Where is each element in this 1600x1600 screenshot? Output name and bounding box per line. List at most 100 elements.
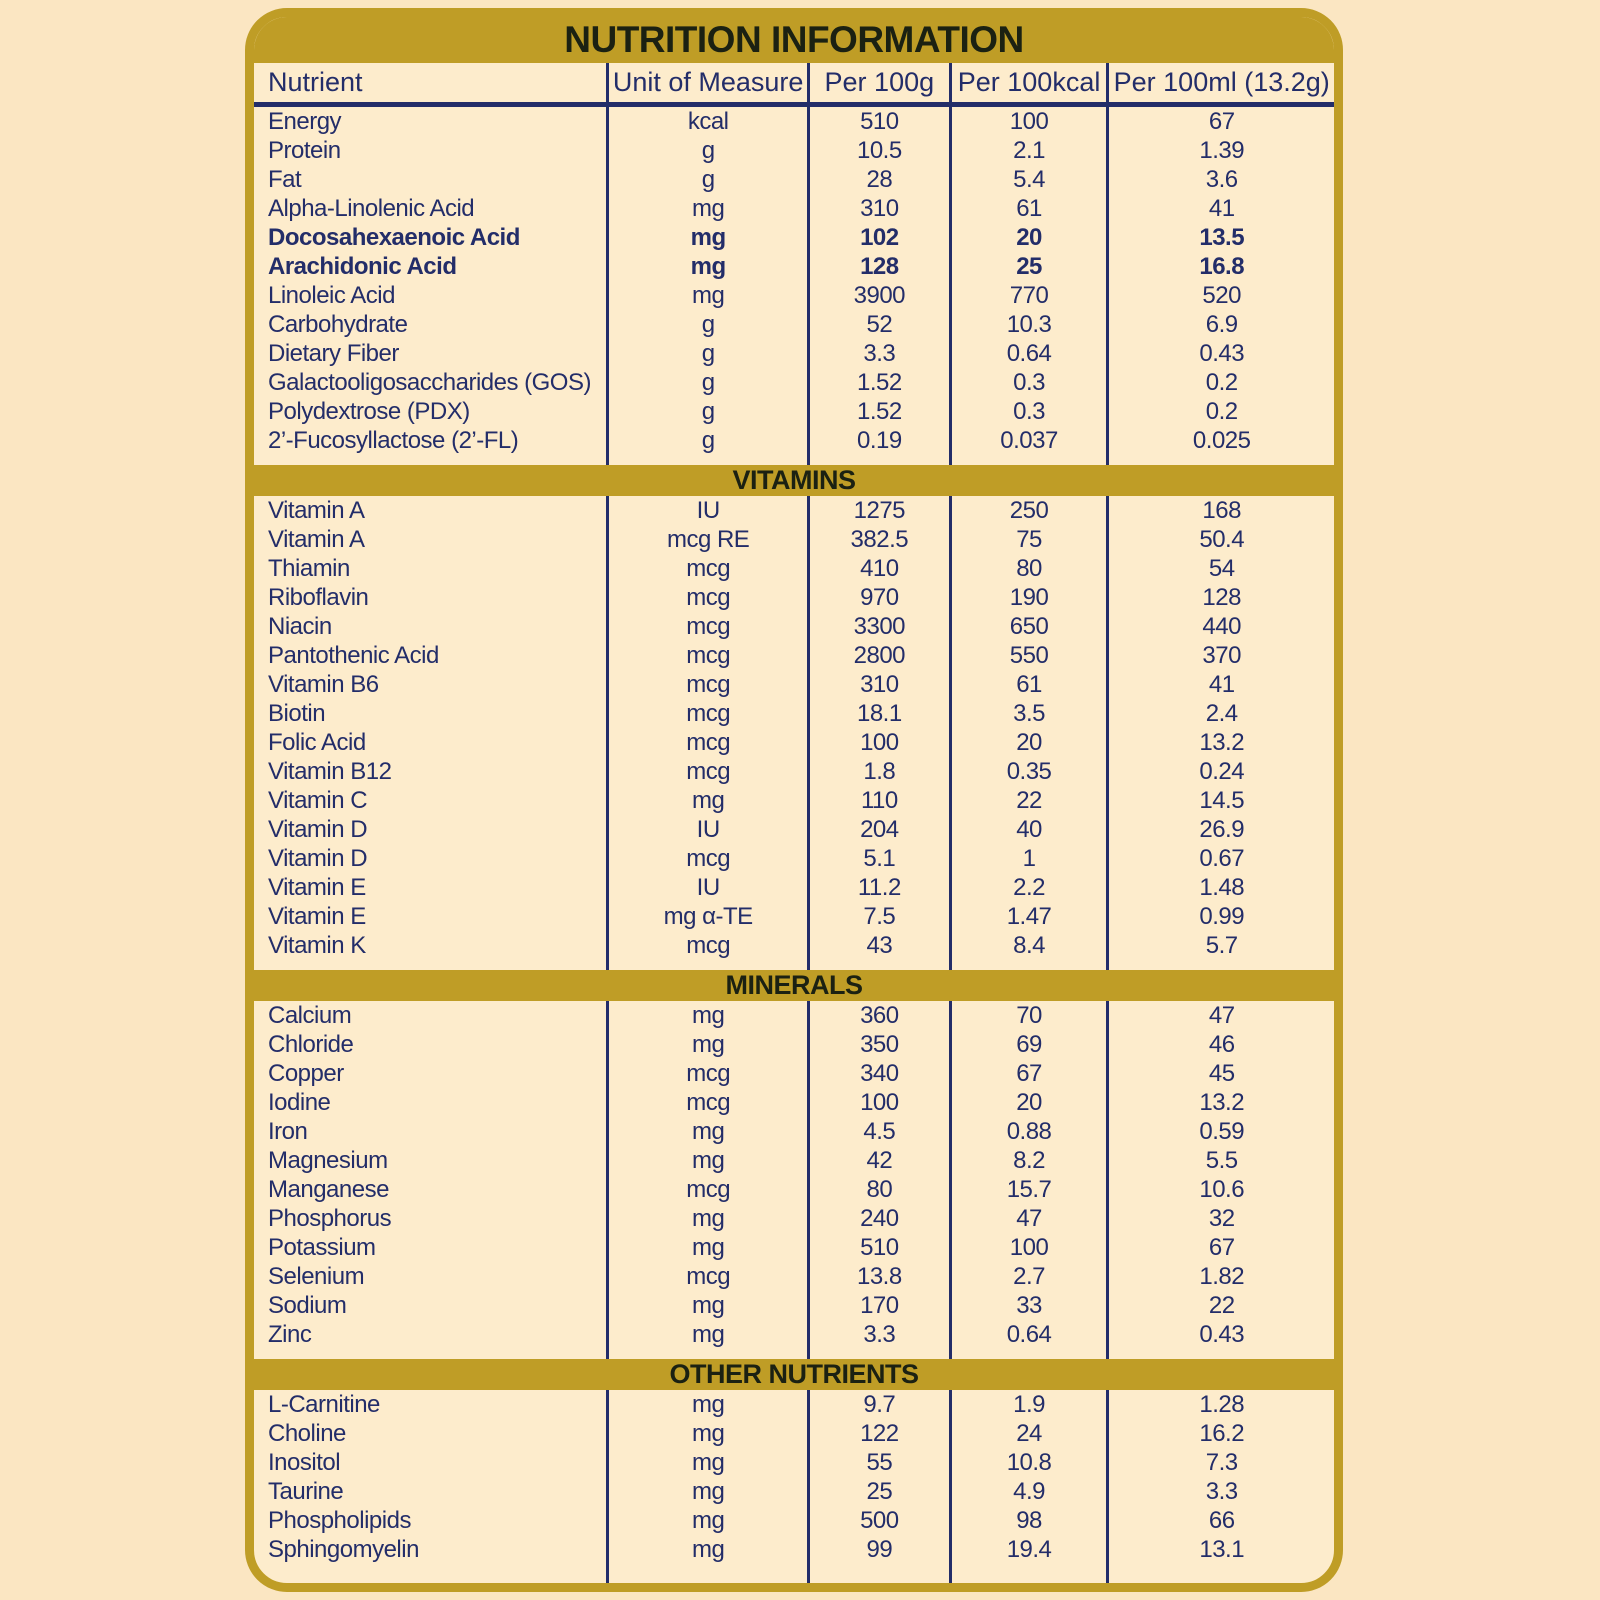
per-100g-cell: 350 <box>806 1030 949 1059</box>
table-row: Carbohydrate g 52 10.3 6.9 <box>254 310 1334 339</box>
per-100g-cell: 7.5 <box>806 902 949 931</box>
per-100kcal-cell: 75 <box>948 525 1107 554</box>
table-filler-row <box>254 455 1334 465</box>
unit-cell: mg <box>606 223 807 252</box>
nutrient-cell: Phospholipids <box>268 1506 411 1534</box>
per-100kcal-cell: 0.64 <box>948 339 1107 368</box>
table-row: Vitamin K mcg 43 8.4 5.7 <box>254 931 1334 960</box>
unit-cell: kcal <box>606 107 807 136</box>
table-row: Calcium mg 360 70 47 <box>254 1001 1334 1030</box>
per-100g-cell: 80 <box>806 1175 949 1204</box>
unit-cell: mcg <box>606 1175 807 1204</box>
per-100ml-cell: 370 <box>1106 641 1334 670</box>
per-100ml-cell: 0.2 <box>1106 368 1334 397</box>
nutrient-cell: Taurine <box>268 1477 344 1505</box>
per-100g-cell: 310 <box>806 194 949 223</box>
table-filler-row <box>254 1349 1334 1359</box>
unit-cell: mcg <box>606 844 807 873</box>
per-100ml-cell: 5.7 <box>1106 931 1334 960</box>
unit-cell: g <box>606 397 807 426</box>
per-100ml-cell: 47 <box>1106 1001 1334 1030</box>
table-row: Arachidonic Acid mg 128 25 16.8 <box>254 252 1334 281</box>
nutrient-cell: Vitamin E <box>268 902 366 930</box>
per-100kcal-cell: 1 <box>948 844 1107 873</box>
table-row: Phospholipids mg 500 98 66 <box>254 1506 1334 1535</box>
per-100kcal-cell: 0.64 <box>948 1320 1107 1349</box>
unit-cell: g <box>606 339 807 368</box>
per-100ml-cell: 16.2 <box>1106 1419 1334 1448</box>
per-100g-cell: 510 <box>806 107 949 136</box>
per-100g-cell: 13.8 <box>806 1262 949 1291</box>
per-100g-cell: 510 <box>806 1233 949 1262</box>
unit-cell: g <box>606 136 807 165</box>
table-row: Vitamin E mg α-TE 7.5 1.47 0.99 <box>254 902 1334 931</box>
table-row: Chloride mg 350 69 46 <box>254 1030 1334 1059</box>
per-100kcal-cell: 70 <box>948 1001 1107 1030</box>
table-row: Vitamin D mcg 5.1 1 0.67 <box>254 844 1334 873</box>
table-row: 2’-Fucosyllactose (2’-FL) g 0.19 0.037 0.025 <box>254 426 1334 455</box>
table-row: Iron mg 4.5 0.88 0.59 <box>254 1117 1334 1146</box>
column-header-per100kcal: Per 100kcal <box>948 63 1107 102</box>
per-100ml-cell: 16.8 <box>1106 252 1334 281</box>
per-100g-cell: 100 <box>806 1088 949 1117</box>
filler-cell <box>1106 455 1334 465</box>
per-100g-cell: 1.52 <box>806 368 949 397</box>
unit-cell: IU <box>606 815 807 844</box>
unit-cell: mg <box>606 1001 807 1030</box>
filler-cell <box>806 455 949 465</box>
section-header-vitamins: VITAMINS <box>254 465 1334 496</box>
nutrient-cell: Calcium <box>268 1001 352 1029</box>
per-100g-cell: 128 <box>806 252 949 281</box>
per-100kcal-cell: 20 <box>948 728 1107 757</box>
per-100kcal-cell: 0.3 <box>948 368 1107 397</box>
per-100kcal-cell: 0.88 <box>948 1117 1107 1146</box>
nutrient-cell: Protein <box>268 136 341 164</box>
unit-cell: mg <box>606 1320 807 1349</box>
per-100ml-cell: 13.2 <box>1106 1088 1334 1117</box>
per-100kcal-cell: 8.4 <box>948 931 1107 960</box>
per-100ml-cell: 128 <box>1106 583 1334 612</box>
per-100ml-cell: 1.82 <box>1106 1262 1334 1291</box>
unit-cell: mg <box>606 1419 807 1448</box>
filler-cell <box>1106 1564 1334 1583</box>
per-100ml-cell: 67 <box>1106 1233 1334 1262</box>
per-100ml-cell: 0.025 <box>1106 426 1334 455</box>
table-row: Zinc mg 3.3 0.64 0.43 <box>254 1320 1334 1349</box>
unit-cell: mg <box>606 1448 807 1477</box>
per-100ml-cell: 66 <box>1106 1506 1334 1535</box>
table-row: Vitamin B6 mcg 310 61 41 <box>254 670 1334 699</box>
table-row: Biotin mcg 18.1 3.5 2.4 <box>254 699 1334 728</box>
table-row: Potassium mg 510 100 67 <box>254 1233 1334 1262</box>
per-100kcal-cell: 550 <box>948 641 1107 670</box>
filler-cell-nutrient <box>254 960 606 970</box>
per-100ml-cell: 14.5 <box>1106 786 1334 815</box>
table-row: Vitamin D IU 204 40 26.9 <box>254 815 1334 844</box>
unit-cell: mg <box>606 1477 807 1506</box>
per-100ml-cell: 41 <box>1106 194 1334 223</box>
table-row: Iodine mcg 100 20 13.2 <box>254 1088 1334 1117</box>
nutrient-cell: L-Carnitine <box>268 1390 380 1418</box>
nutrient-cell: Vitamin D <box>268 815 368 843</box>
nutrient-cell: Vitamin A <box>268 496 365 524</box>
unit-cell: mcg <box>606 612 807 641</box>
per-100kcal-cell: 100 <box>948 107 1107 136</box>
per-100ml-cell: 1.39 <box>1106 136 1334 165</box>
per-100ml-cell: 6.9 <box>1106 310 1334 339</box>
nutrient-cell: Vitamin D <box>268 844 368 872</box>
nutrient-cell: Sphingomyelin <box>268 1535 419 1563</box>
per-100ml-cell: 7.3 <box>1106 1448 1334 1477</box>
nutrient-cell: Dietary Fiber <box>268 339 399 367</box>
per-100ml-cell: 0.67 <box>1106 844 1334 873</box>
per-100ml-cell: 22 <box>1106 1291 1334 1320</box>
per-100g-cell: 25 <box>806 1477 949 1506</box>
per-100g-cell: 52 <box>806 310 949 339</box>
filler-cell <box>948 455 1107 465</box>
per-100kcal-cell: 0.3 <box>948 397 1107 426</box>
per-100kcal-cell: 0.037 <box>948 426 1107 455</box>
per-100ml-cell: 10.6 <box>1106 1175 1334 1204</box>
unit-cell: IU <box>606 873 807 902</box>
per-100g-cell: 102 <box>806 223 949 252</box>
unit-cell: mg <box>606 281 807 310</box>
per-100kcal-cell: 0.35 <box>948 757 1107 786</box>
nutrient-cell: Copper <box>268 1059 344 1087</box>
